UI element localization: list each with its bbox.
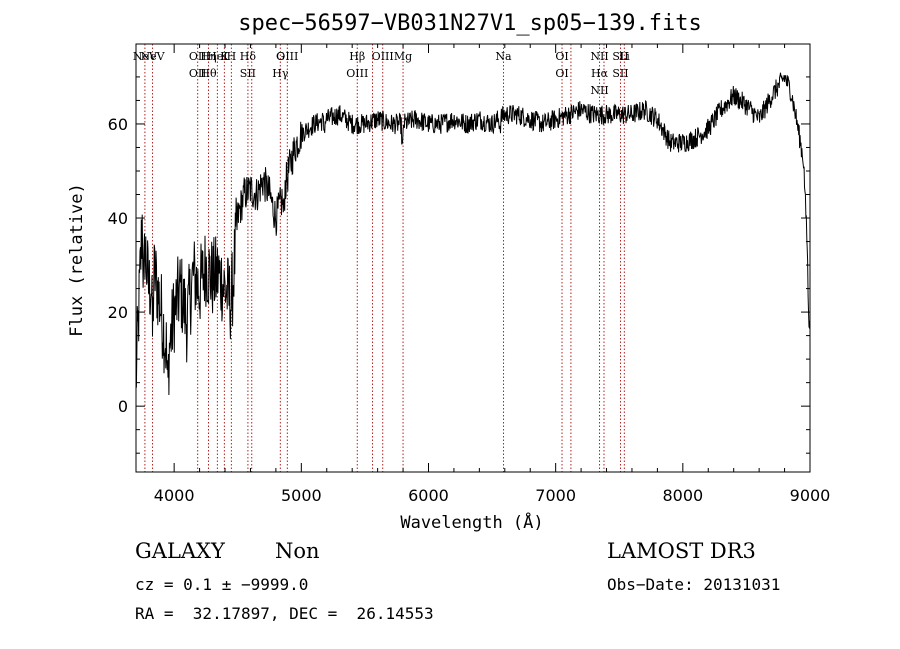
survey-name: LAMOST DR3 [607,539,756,563]
reference-line-label: H [227,50,237,63]
reference-line-label: Hη [200,50,216,63]
y-tick-label: 0 [118,397,128,416]
reference-line-label: G [276,50,285,63]
reference-line-label: Mg [394,50,412,63]
reference-line-label: OIII [276,50,298,63]
reference-line-label: OI [555,67,568,80]
reference-line-label: OI [555,50,568,63]
x-tick-label: 4000 [154,486,195,505]
x-tick-label: 5000 [281,486,322,505]
x-axis-ticks: 4000 5000 6000 7000 8000 9000 [154,44,831,505]
reference-line-label: OIII [372,50,394,63]
reference-line-label: Hγ [272,67,289,80]
reference-line-label: Hβ [349,50,365,63]
plot-frame [135,43,811,473]
y-axis-ticks: 0 20 40 60 [108,76,810,454]
reference-line-label: SII [240,67,256,80]
reference-line-label: NII [590,50,608,63]
reference-line-label: Hθ [200,67,217,80]
object-subclass: Non [275,539,320,563]
obs-date: Obs−Date: 20131031 [607,575,781,594]
reference-line-label: Hα [591,67,609,80]
reference-line-label: SII [612,50,628,63]
x-tick-label: 9000 [790,486,831,505]
object-class: GALAXY [135,539,225,563]
reference-line-label: NeV [133,50,158,63]
spectrum-line [135,72,811,396]
y-tick-label: 60 [108,115,128,134]
reference-line-label: Hδ [240,50,257,63]
x-tick-label: 6000 [408,486,449,505]
reference-line-label: NII [590,84,608,97]
reference-line-label: OIII [346,67,368,80]
reference-line-label: SII [612,67,628,80]
y-tick-label: 20 [108,303,128,322]
reference-line-label: OII [189,67,207,80]
x-tick-label: 8000 [662,486,703,505]
reference-line-label: Li [619,50,630,63]
chart-title: spec−56597−VB031N27V1_sp05−139.fits [238,11,702,36]
y-tick-label: 40 [108,209,128,228]
x-tick-label: 7000 [535,486,576,505]
reference-line-label: NeV [140,50,165,63]
reference-line-label: Na [495,50,512,63]
reference-line-label: OII [189,50,207,63]
redshift-readout: cz = 0.1 ± −9999.0 [135,575,309,594]
y-axis-label: Flux (relative) [67,183,87,337]
x-axis-label: Wavelength (Å) [400,511,543,533]
reference-line-label: HeI [207,50,227,63]
coordinates-readout: RA = 32.17897, DEC = 26.14553 [135,604,434,623]
reference-line-label: K [220,50,229,63]
